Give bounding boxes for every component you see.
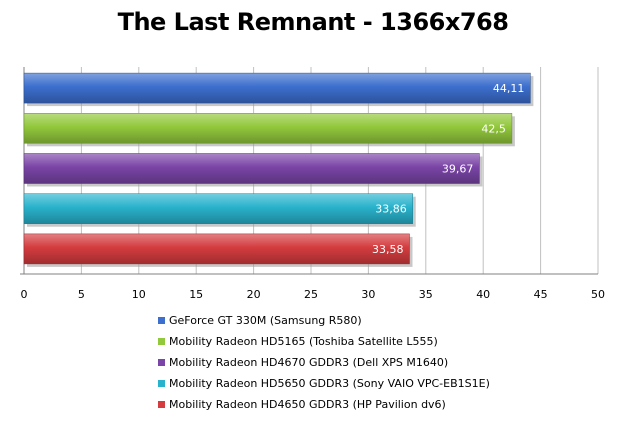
chart-title: The Last Remnant - 1366x768 (118, 8, 509, 36)
bar-value-label: 44,11 (493, 82, 525, 95)
x-tick-label: 45 (534, 288, 548, 301)
x-tick-label: 15 (189, 288, 203, 301)
legend-entry: GeForce GT 330M (Samsung R580) (169, 314, 362, 327)
x-tick-label: 50 (591, 288, 605, 301)
legend-entry: Mobility Radeon HD4650 GDDR3 (HP Pavilio… (169, 398, 446, 411)
legend-swatch (158, 359, 165, 366)
legend-entry: Mobility Radeon HD4670 GDDR3 (Dell XPS M… (169, 356, 448, 369)
x-tick-label: 40 (476, 288, 490, 301)
legend-entry: Mobility Radeon HD5650 GDDR3 (Sony VAIO … (169, 377, 490, 390)
bar (23, 153, 480, 184)
legend-entry: Mobility Radeon HD5165 (Toshiba Satellit… (169, 335, 438, 348)
x-tick-label: 10 (132, 288, 146, 301)
x-tick-label: 0 (21, 288, 28, 301)
x-tick-label: 35 (419, 288, 433, 301)
bars: 44,11 42,5 39,67 33,86 33,58 (23, 72, 534, 267)
x-tick-label: 25 (304, 288, 318, 301)
legend-swatch (158, 380, 165, 387)
x-tick-labels: 0 5 10 15 20 25 30 35 40 45 50 (21, 288, 606, 301)
legend-swatch (158, 317, 165, 324)
x-tick-label: 30 (361, 288, 375, 301)
legend-swatch (158, 338, 165, 345)
x-tick-label: 20 (247, 288, 261, 301)
bar-value-label: 39,67 (442, 163, 474, 176)
legend: GeForce GT 330M (Samsung R580) Mobility R… (158, 314, 490, 411)
legend-swatch (158, 401, 165, 408)
bar (23, 113, 513, 144)
bar-value-label: 33,58 (372, 243, 404, 256)
bar (23, 193, 413, 224)
bar-value-label: 33,86 (375, 203, 407, 216)
bar (23, 233, 410, 265)
x-tick-label: 5 (78, 288, 85, 301)
bar (23, 72, 531, 104)
bar-value-label: 42,5 (481, 122, 506, 135)
